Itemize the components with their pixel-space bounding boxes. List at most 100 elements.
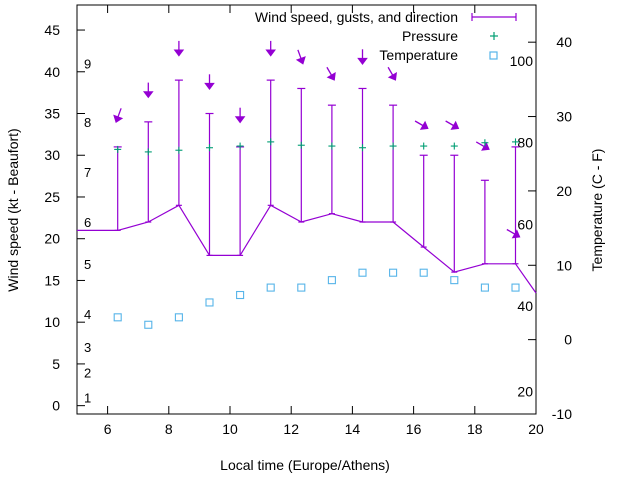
pressure-point xyxy=(358,144,366,152)
wind-speed-line xyxy=(77,204,537,294)
pressure-point xyxy=(114,145,122,153)
temperature-point xyxy=(297,283,306,292)
x-tick-label: 18 xyxy=(467,421,483,437)
pressure-series xyxy=(114,138,519,156)
y-tick-label: 10 xyxy=(44,314,60,330)
y2-axis-label: Temperature (C - F) xyxy=(589,149,605,272)
fahrenheit-label: 100 xyxy=(510,53,534,69)
temperature-point xyxy=(480,283,489,292)
wind-arrow-head xyxy=(265,49,277,57)
temperature-point xyxy=(389,268,398,277)
wind-direction-arrow xyxy=(173,40,185,57)
y-tick-label: 30 xyxy=(44,147,60,163)
pressure-point xyxy=(267,138,275,146)
legend-swatch-temperature xyxy=(489,51,498,60)
beaufort-label: 9 xyxy=(84,56,91,71)
wind-arrow-head xyxy=(511,229,521,239)
wind-arrow-head xyxy=(326,72,336,81)
y-tick-label: 15 xyxy=(44,272,60,288)
fahrenheit-label: 60 xyxy=(517,216,533,232)
y-tick-label: 0 xyxy=(52,398,60,414)
pressure-point xyxy=(297,141,305,149)
wind-direction-arrow xyxy=(113,108,124,124)
pressure-point xyxy=(328,142,336,150)
wind-direction-arrow xyxy=(234,107,246,124)
y-tick-label: 5 xyxy=(52,356,60,372)
wind-arrow-head xyxy=(387,72,397,81)
temperature-point xyxy=(450,276,459,285)
beaufort-label: 6 xyxy=(84,215,91,230)
temperature-point xyxy=(419,268,428,277)
x-tick-label: 14 xyxy=(345,421,361,437)
legend-label-pressure: Pressure xyxy=(402,28,458,44)
pressure-point xyxy=(420,142,428,150)
wind-direction-arrow xyxy=(357,49,368,65)
wind-arrow-head xyxy=(173,49,185,57)
x-tick-label: 12 xyxy=(283,421,299,437)
x-tick-label: 20 xyxy=(528,421,544,437)
pressure-point xyxy=(144,148,152,156)
wind-direction-arrow xyxy=(414,120,429,130)
wind-arrow-head xyxy=(481,141,490,151)
pressure-point xyxy=(511,138,519,146)
y-tick-label: 40 xyxy=(44,64,60,80)
y2-tick-label: 10 xyxy=(556,257,572,273)
wind-direction-arrow xyxy=(387,66,397,81)
wind-series xyxy=(77,40,537,294)
temperature-point xyxy=(113,313,122,322)
legend-label-wind: Wind speed, gusts, and direction xyxy=(255,9,458,25)
legend-swatch-pressure xyxy=(490,32,498,40)
y2-tick-label: 20 xyxy=(556,183,572,199)
pressure-point xyxy=(450,142,458,150)
y-axis-label: Wind speed (kt - Beaufort) xyxy=(5,128,21,291)
temperature-point xyxy=(358,268,367,277)
temperature-point xyxy=(327,276,336,285)
plot-frame xyxy=(76,4,537,415)
fahrenheit-label: 80 xyxy=(517,135,533,151)
wind-arrow-head xyxy=(419,120,429,130)
wind-direction-arrow xyxy=(475,141,490,151)
wind-arrow-head xyxy=(204,82,215,90)
wind-direction-arrow xyxy=(204,74,215,90)
fahrenheit-scale-labels: 20 40 60 80 100 xyxy=(510,53,534,400)
beaufort-label: 5 xyxy=(84,257,91,272)
wind-arrow-head xyxy=(234,116,246,124)
temperature-point xyxy=(266,283,275,292)
wind-arrow-head xyxy=(295,56,306,65)
wind-arrow-head xyxy=(113,114,124,124)
fahrenheit-label: 20 xyxy=(517,384,533,400)
beaufort-label: 8 xyxy=(84,115,91,130)
y-tick-label: 20 xyxy=(44,231,60,247)
wind-direction-arrow xyxy=(143,82,154,99)
x-tick-label: 16 xyxy=(406,421,422,437)
y2-tick-label: 40 xyxy=(556,34,572,50)
x-tick-labels: 6 8 10 12 14 16 18 20 xyxy=(104,421,544,437)
y-tick-label: 35 xyxy=(44,106,60,122)
pressure-point xyxy=(175,146,183,154)
pressure-point xyxy=(205,144,213,152)
legend-label-temperature: Temperature xyxy=(379,47,458,63)
beaufort-scale-labels: 1 2 3 4 5 6 7 8 9 xyxy=(84,56,91,405)
beaufort-label: 3 xyxy=(84,340,91,355)
beaufort-label: 7 xyxy=(84,165,91,180)
temperature-point xyxy=(236,290,245,300)
wind-direction-arrow xyxy=(326,66,336,81)
beaufort-label: 4 xyxy=(84,307,91,322)
temperature-point xyxy=(511,283,520,292)
wind-arrow-head xyxy=(357,57,368,65)
beaufort-label: 1 xyxy=(84,390,91,405)
x-tick-label: 6 xyxy=(104,421,112,437)
fahrenheit-label: 40 xyxy=(517,298,533,314)
pressure-point xyxy=(481,139,489,147)
y2-tick-label: 30 xyxy=(556,109,572,125)
wind-direction-arrow xyxy=(445,120,460,130)
wind-direction-arrow xyxy=(265,40,277,57)
x-tick-label: 10 xyxy=(222,421,238,437)
y-tick-label: 25 xyxy=(44,189,60,205)
wind-arrow-head xyxy=(450,120,460,130)
temperature-point xyxy=(205,298,214,307)
y-tick-labels: 0 5 10 15 20 25 30 35 40 45 xyxy=(44,22,60,414)
y2-tick-labels: -10 0 10 20 30 40 xyxy=(552,34,572,422)
